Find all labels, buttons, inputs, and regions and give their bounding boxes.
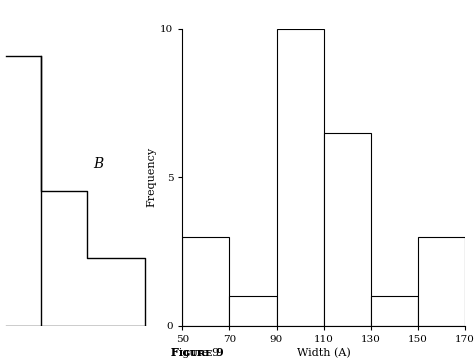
Bar xyxy=(323,133,371,326)
Bar xyxy=(276,29,323,326)
Text: Figure 9: Figure 9 xyxy=(171,348,219,358)
Bar xyxy=(371,296,418,326)
Bar xyxy=(229,296,276,326)
Y-axis label: Frequency: Frequency xyxy=(146,147,156,207)
X-axis label: Width (A): Width (A) xyxy=(297,348,350,358)
Bar xyxy=(182,237,229,326)
Bar xyxy=(418,237,465,326)
Text: B: B xyxy=(93,157,104,171)
Text: Fɪɢᴜʀᴇ 9: Fɪɢᴜʀᴇ 9 xyxy=(171,348,223,358)
